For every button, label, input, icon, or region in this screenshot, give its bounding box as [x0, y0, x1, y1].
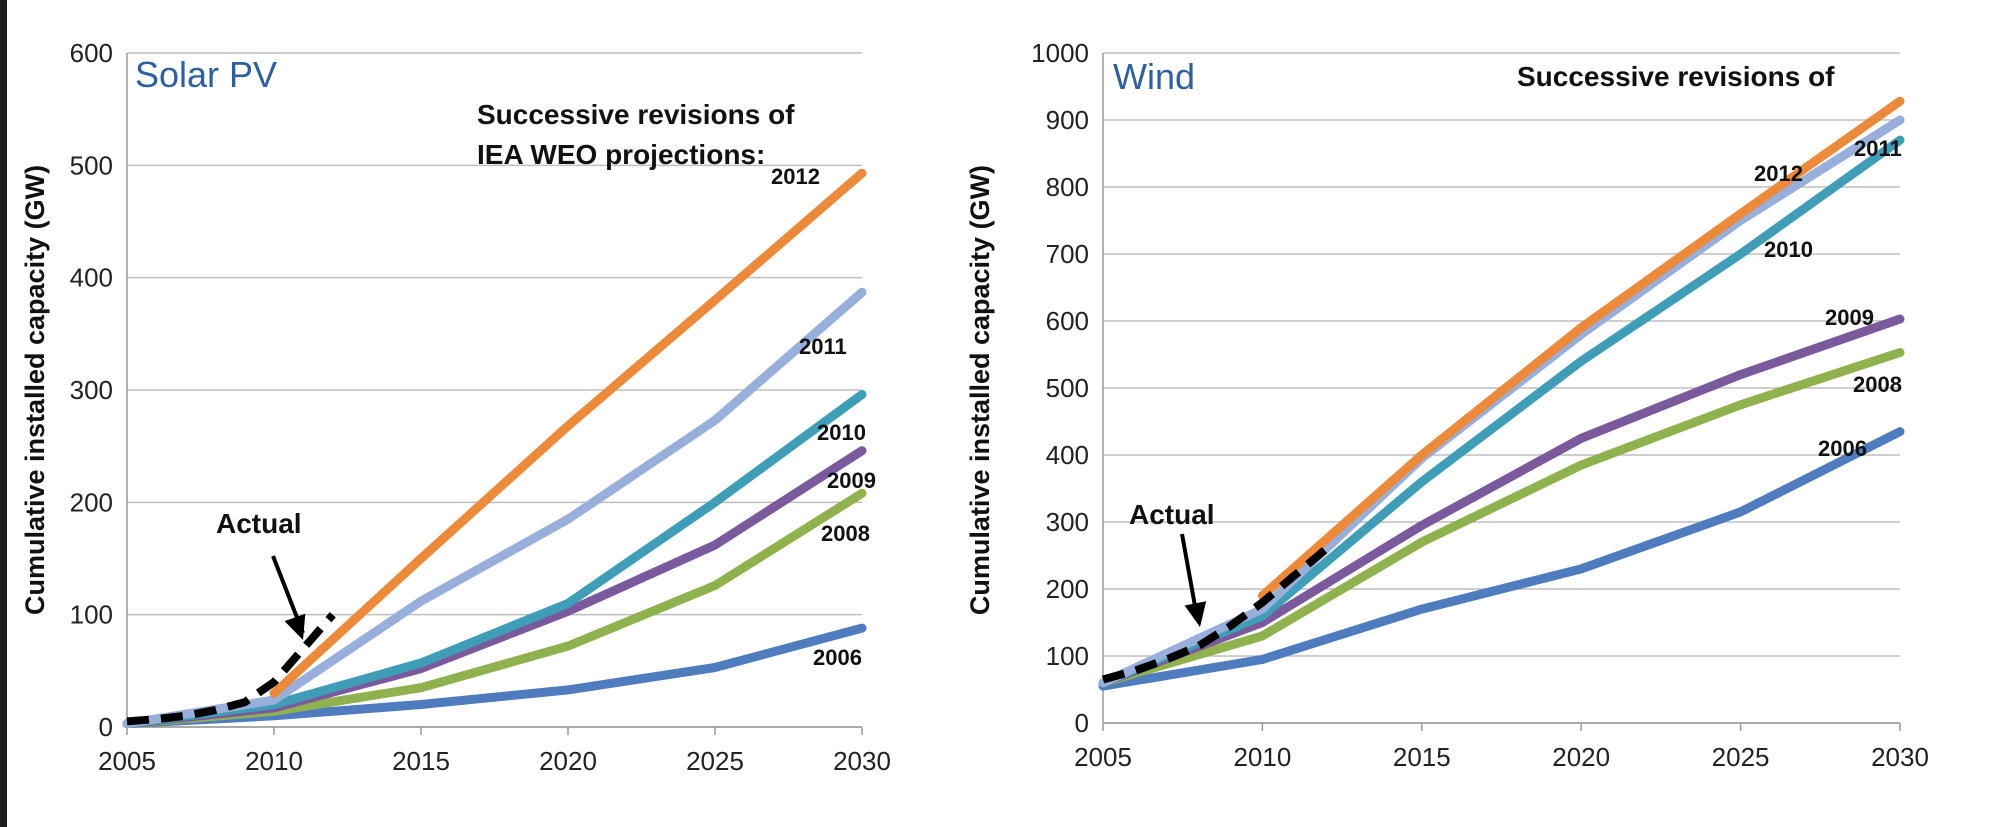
series-label-2010: 2010 [817, 420, 866, 445]
series-label-2010: 2010 [1764, 237, 1813, 262]
actual-arrow-head [284, 613, 306, 640]
actual-label: Actual [1129, 499, 1215, 530]
y-tick-label: 800 [1046, 172, 1089, 202]
series-label-2008: 2008 [821, 521, 870, 546]
x-tick-label: 2010 [1233, 742, 1291, 772]
x-tick-label: 2005 [1074, 742, 1132, 772]
y-tick-label: 200 [70, 487, 113, 517]
x-tick-label: 2020 [539, 746, 597, 776]
series-line-actual [1101, 545, 1329, 684]
series-label-2009: 2009 [827, 468, 876, 493]
series-line-2008 [1098, 348, 1905, 688]
y-tick-label: 600 [1046, 306, 1089, 336]
x-tick-label: 2005 [98, 746, 156, 776]
x-tick-label: 2010 [245, 746, 303, 776]
series-line-2006 [1098, 427, 1905, 691]
y-tick-label: 300 [1046, 507, 1089, 537]
series-line-2011 [122, 287, 867, 729]
chart-figure: 0 100 200 300 400 500 600 2005 2010 2015 2020 2025 2… [20, 38, 1929, 776]
y-tick-label: 900 [1046, 105, 1089, 135]
x-tick-label: 2025 [686, 746, 744, 776]
y-tick-label: 0 [99, 712, 113, 742]
y-tick-label: 0 [1075, 708, 1089, 738]
y-tick-label: 500 [70, 150, 113, 180]
y-axis-label: Cumulative installed capacity (GW) [965, 165, 995, 615]
y-tick-label: 400 [1046, 440, 1089, 470]
x-tick-label: 2025 [1712, 742, 1770, 772]
series-line-2012 [269, 168, 867, 698]
actual-arrow-shaft [1180, 533, 1199, 618]
y-tick-label: 200 [1046, 574, 1089, 604]
y-tick-label: 400 [70, 263, 113, 293]
y-tick-label: 1000 [1031, 38, 1089, 68]
chart-title: Wind [1113, 56, 1195, 97]
actual-label: Actual [216, 508, 302, 539]
actual-arrow-head [1184, 601, 1207, 627]
x-tick-label: 2030 [1871, 742, 1929, 772]
x-tick-label: 2015 [1393, 742, 1451, 772]
series-line-2010 [1098, 135, 1905, 688]
x-tick-label: 2015 [392, 746, 450, 776]
series-label-2011: 2011 [799, 334, 847, 359]
series-line-2012 [1257, 96, 1905, 601]
y-tick-label: 300 [70, 375, 113, 405]
y-tick-label: 700 [1046, 239, 1089, 269]
series-label-2009: 2009 [1825, 305, 1874, 330]
annotation-text: Successive revisions of [1517, 61, 1835, 92]
y-tick-label: 500 [1046, 373, 1089, 403]
chart-panel-wind: 0 100 200 300 400 500 600 700 800 900 1000 2005 2010… [965, 38, 1929, 772]
series-label-2008: 2008 [1853, 372, 1902, 397]
series-label-2006: 2006 [1818, 436, 1867, 461]
x-tick-label: 2030 [833, 746, 891, 776]
y-tick-label: 100 [1046, 641, 1089, 671]
series-line-actual [126, 612, 336, 726]
chart-title: Solar PV [135, 54, 277, 95]
series-line-2011 [1098, 115, 1905, 688]
series-label-2006: 2006 [813, 645, 862, 670]
y-tick-label: 600 [70, 38, 113, 68]
annotation-text: IEA WEO projections: [477, 139, 765, 170]
series-label-2011: 2011 [1854, 136, 1902, 161]
series-label-2012: 2012 [771, 164, 820, 189]
figure: 0 100 200 300 400 500 600 2005 2010 2015 2020 2025 2… [7, 0, 1993, 827]
series-label-2012: 2012 [1754, 161, 1803, 186]
annotation-text: Successive revisions of [477, 99, 795, 130]
y-tick-label: 100 [70, 600, 113, 630]
y-axis-label: Cumulative installed capacity (GW) [20, 165, 50, 615]
series-line-2009 [1098, 314, 1905, 688]
chart-panel-solar-pv: 0 100 200 300 400 500 600 2005 2010 2015 2020 2025 2… [20, 38, 891, 776]
x-tick-label: 2020 [1552, 742, 1610, 772]
